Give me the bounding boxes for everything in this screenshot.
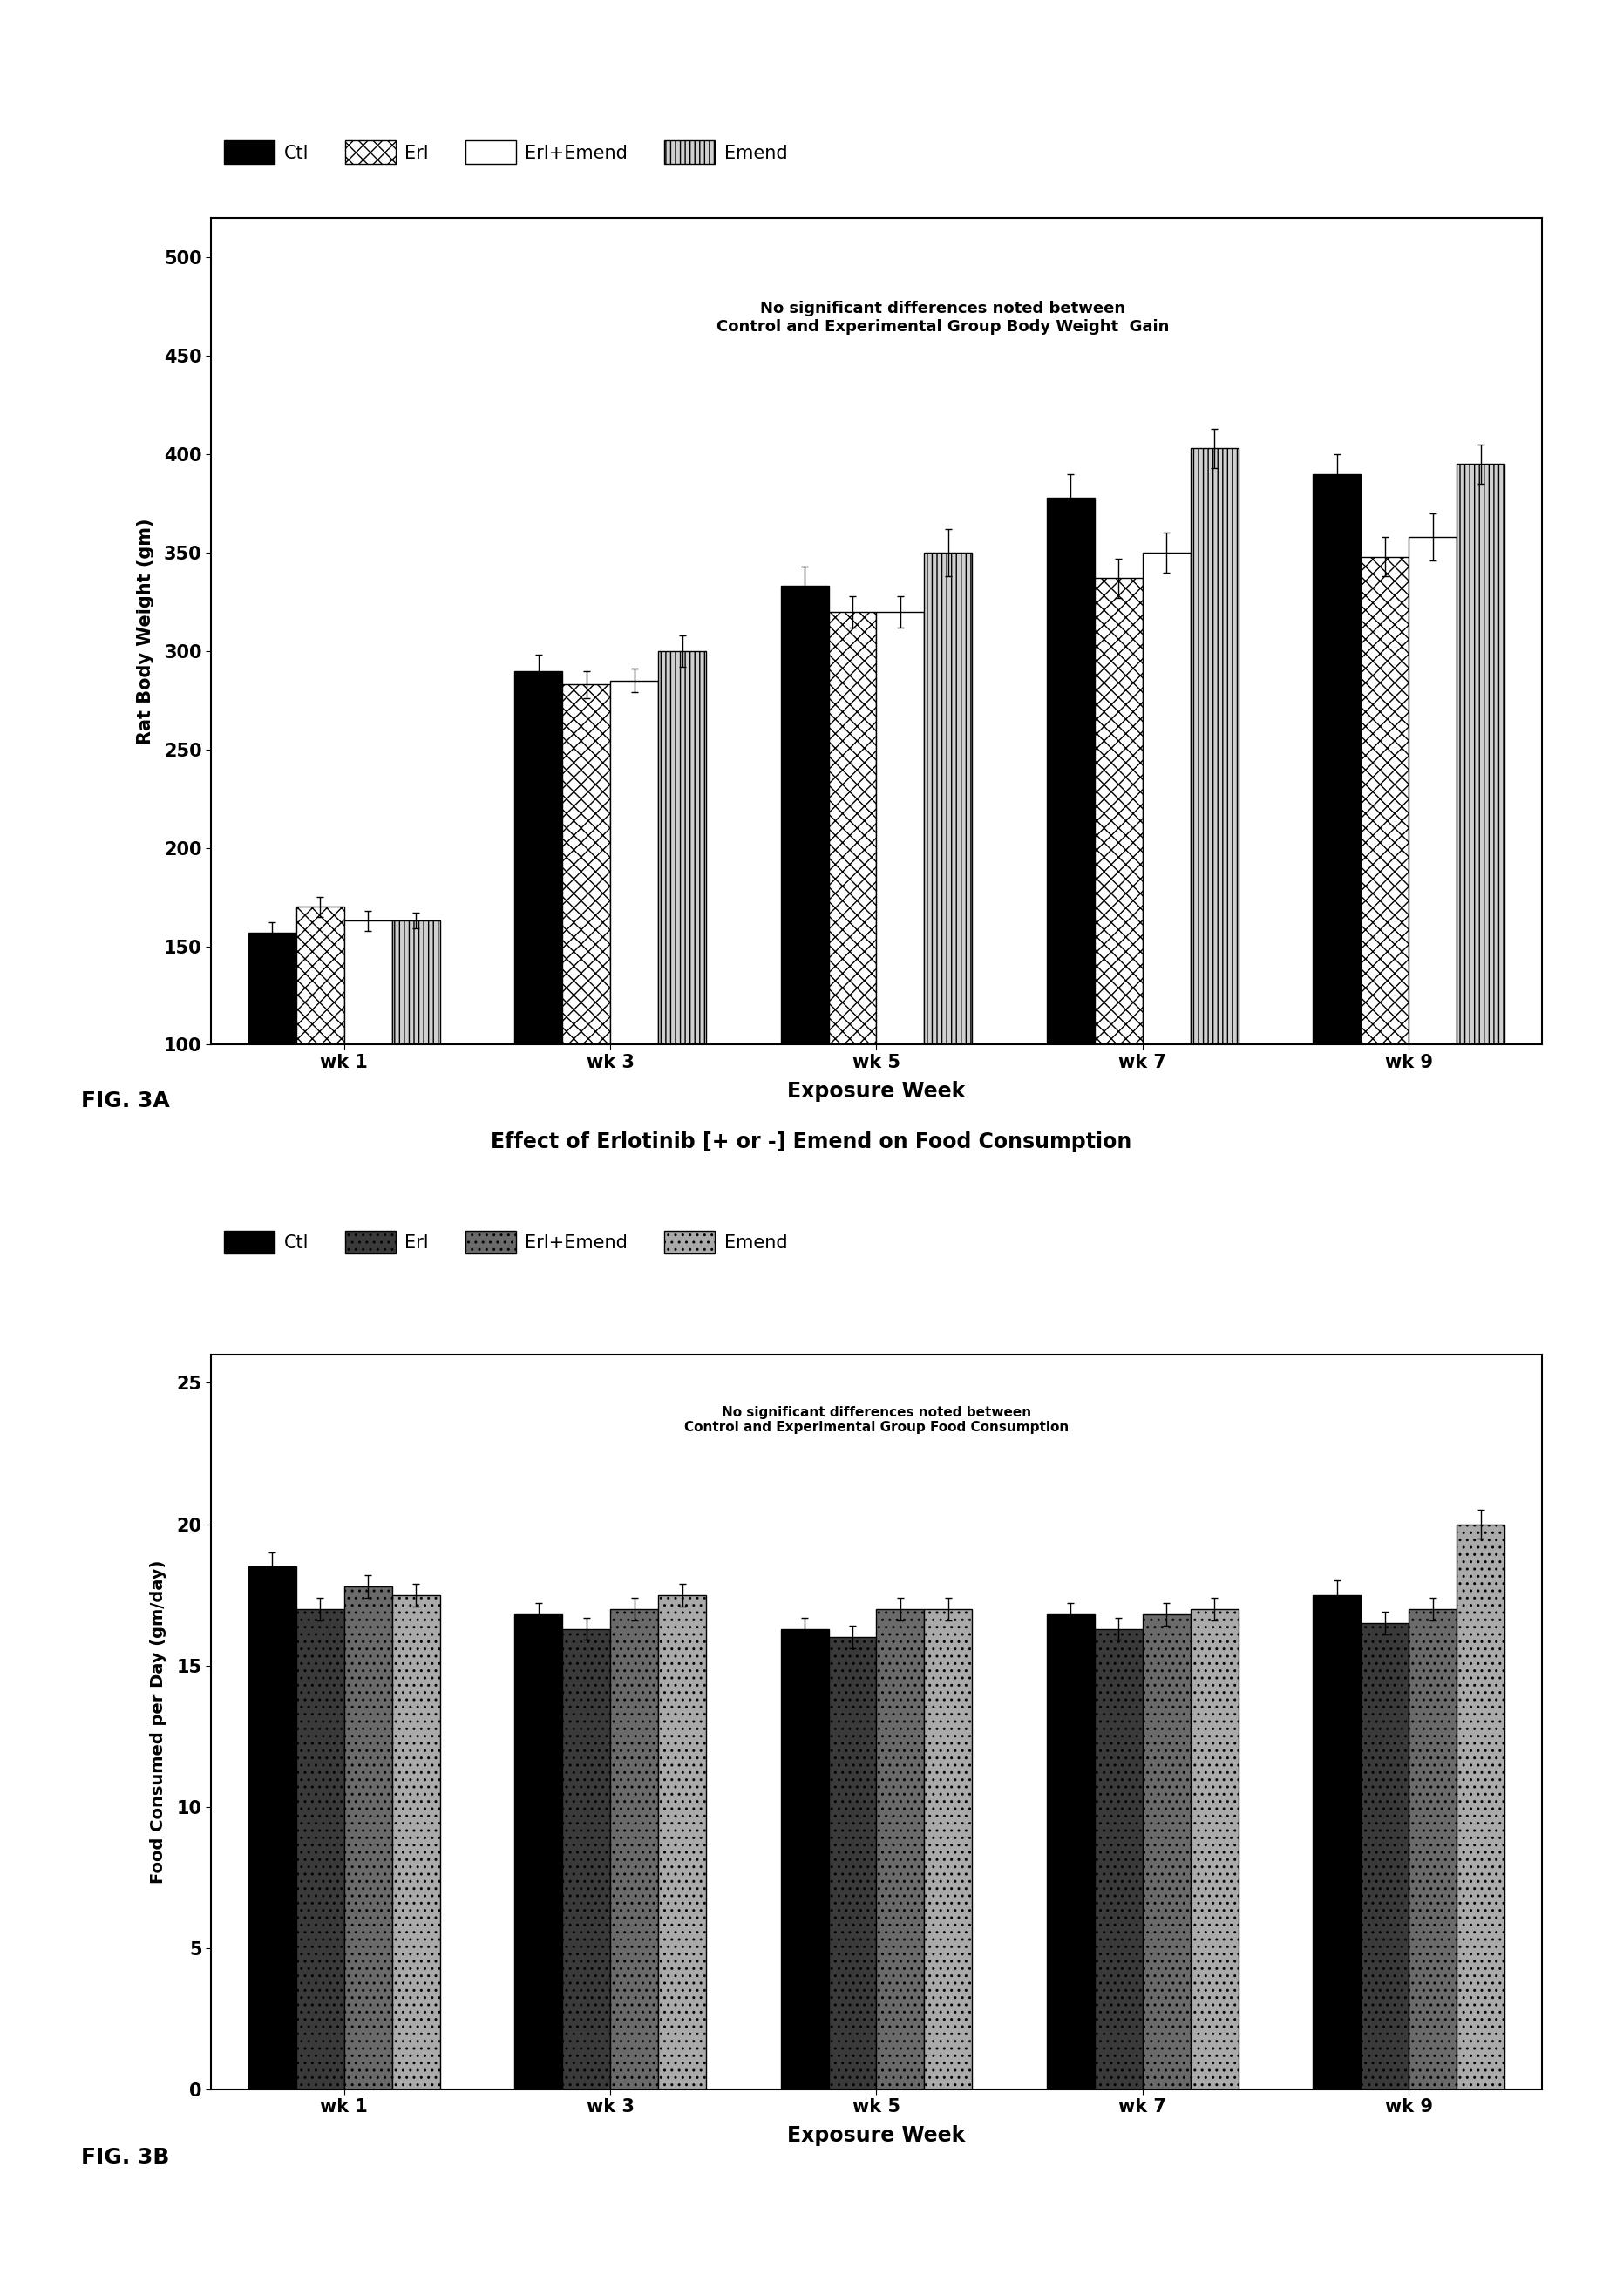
Bar <box>1094 1628 1143 2089</box>
Bar <box>248 932 295 1242</box>
Bar <box>514 670 562 1242</box>
Bar <box>1143 553 1191 1242</box>
Bar <box>876 1609 925 2089</box>
Bar <box>925 553 972 1242</box>
Bar <box>295 1609 344 2089</box>
Y-axis label: Rat Body Weight (gm): Rat Body Weight (gm) <box>136 519 154 744</box>
Text: Effect of Erlotinib [+ or -] Emend on Food Consumption: Effect of Erlotinib [+ or -] Emend on Fo… <box>492 1132 1131 1153</box>
Bar <box>344 1587 393 2089</box>
Legend: Ctl, Erl, Erl+Emend, Emend: Ctl, Erl, Erl+Emend, Emend <box>221 138 790 168</box>
Text: No significant differences noted between
Control and Experimental Group Body Wei: No significant differences noted between… <box>717 301 1169 335</box>
Bar <box>1409 1609 1457 2089</box>
Bar <box>1457 1525 1505 2089</box>
Bar <box>610 1609 659 2089</box>
Bar <box>1360 556 1409 1242</box>
Bar <box>1094 579 1143 1242</box>
Bar <box>876 611 925 1242</box>
Text: No significant differences noted between
Control and Experimental Group Food Con: No significant differences noted between… <box>685 1405 1068 1435</box>
Bar <box>659 652 706 1242</box>
Bar <box>562 684 610 1242</box>
Bar <box>1457 464 1505 1242</box>
Text: FIG. 3A: FIG. 3A <box>81 1091 170 1111</box>
Bar <box>248 1566 295 2089</box>
Bar <box>925 1609 972 2089</box>
Bar <box>344 921 393 1242</box>
Legend: Ctl, Erl, Erl+Emend, Emend: Ctl, Erl, Erl+Emend, Emend <box>221 1226 790 1258</box>
Bar <box>828 611 876 1242</box>
Bar <box>1191 1609 1238 2089</box>
Bar <box>1047 498 1094 1242</box>
Y-axis label: Food Consumed per Day (gm/day): Food Consumed per Day (gm/day) <box>151 1561 167 1883</box>
X-axis label: Exposure Week: Exposure Week <box>787 2126 966 2147</box>
Bar <box>1191 448 1238 1242</box>
Bar <box>1409 537 1457 1242</box>
Bar <box>659 1596 706 2089</box>
Bar <box>1047 1614 1094 2089</box>
Bar <box>781 585 828 1242</box>
Bar <box>1313 1596 1360 2089</box>
Bar <box>1360 1623 1409 2089</box>
Bar <box>1313 473 1360 1242</box>
Bar <box>562 1628 610 2089</box>
Bar <box>514 1614 562 2089</box>
X-axis label: Exposure Week: Exposure Week <box>787 1081 966 1102</box>
Bar <box>781 1628 828 2089</box>
Bar <box>295 907 344 1242</box>
Text: FIG. 3B: FIG. 3B <box>81 2147 169 2167</box>
Bar <box>828 1637 876 2089</box>
Bar <box>393 921 440 1242</box>
Bar <box>610 680 659 1242</box>
Bar <box>1143 1614 1191 2089</box>
Bar <box>393 1596 440 2089</box>
